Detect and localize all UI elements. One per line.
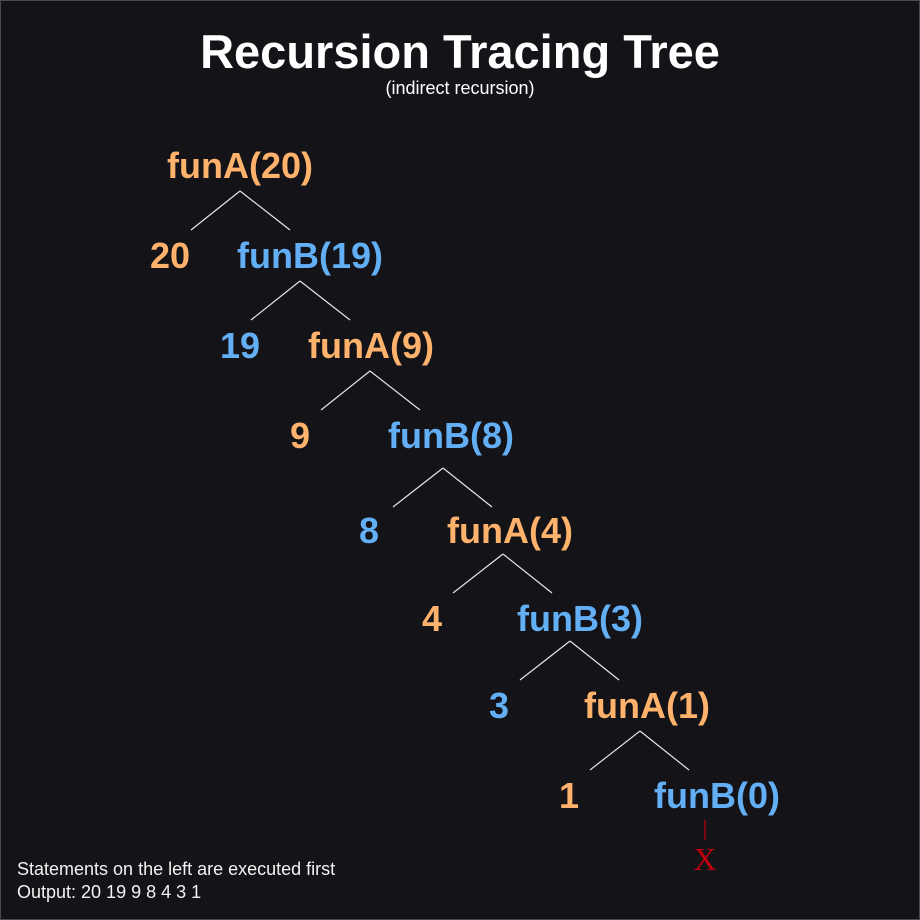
print-node-1: 19 [220,325,260,366]
print-node-4: 4 [422,598,442,639]
print-node-5: 3 [489,685,509,726]
tree-edge-right-1 [299,280,351,321]
tree-edge-right-3 [442,467,493,508]
tree-edge-right-4 [502,553,553,594]
call-node-6: funA(1) [584,685,710,726]
note-output: Output: 20 19 9 8 4 3 1 [17,882,202,902]
diagram-title: Recursion Tracing Tree [200,25,720,78]
tree-edge-left-3 [392,467,444,508]
tree-edge-left-4 [452,553,504,594]
tree-edge-left-6 [589,730,641,771]
terminator-x-mark: X [693,841,716,877]
print-node-3: 8 [359,510,379,551]
call-node-7: funB(0) [654,775,780,816]
call-node-0: funA(20) [167,145,313,186]
tree-edge-right-0 [239,190,291,231]
print-node-2: 9 [290,415,310,456]
call-node-5: funB(3) [517,598,643,639]
note-execution-order: Statements on the left are executed firs… [17,859,336,879]
call-node-3: funB(8) [388,415,514,456]
tree-edge-left-2 [320,370,371,411]
diagram-subtitle: (indirect recursion) [385,78,535,98]
tree-edge-left-5 [519,640,571,681]
print-node-6: 1 [559,775,579,816]
call-node-4: funA(4) [447,510,573,551]
print-node-0: 20 [150,235,190,276]
tree-edge-left-1 [250,280,301,321]
tree-edge-right-6 [639,730,690,771]
tree-edge-right-5 [569,640,620,681]
call-node-1: funB(19) [237,235,383,276]
tree-edge-left-0 [190,190,241,231]
tree-edge-right-2 [369,370,421,411]
call-node-2: funA(9) [308,325,434,366]
